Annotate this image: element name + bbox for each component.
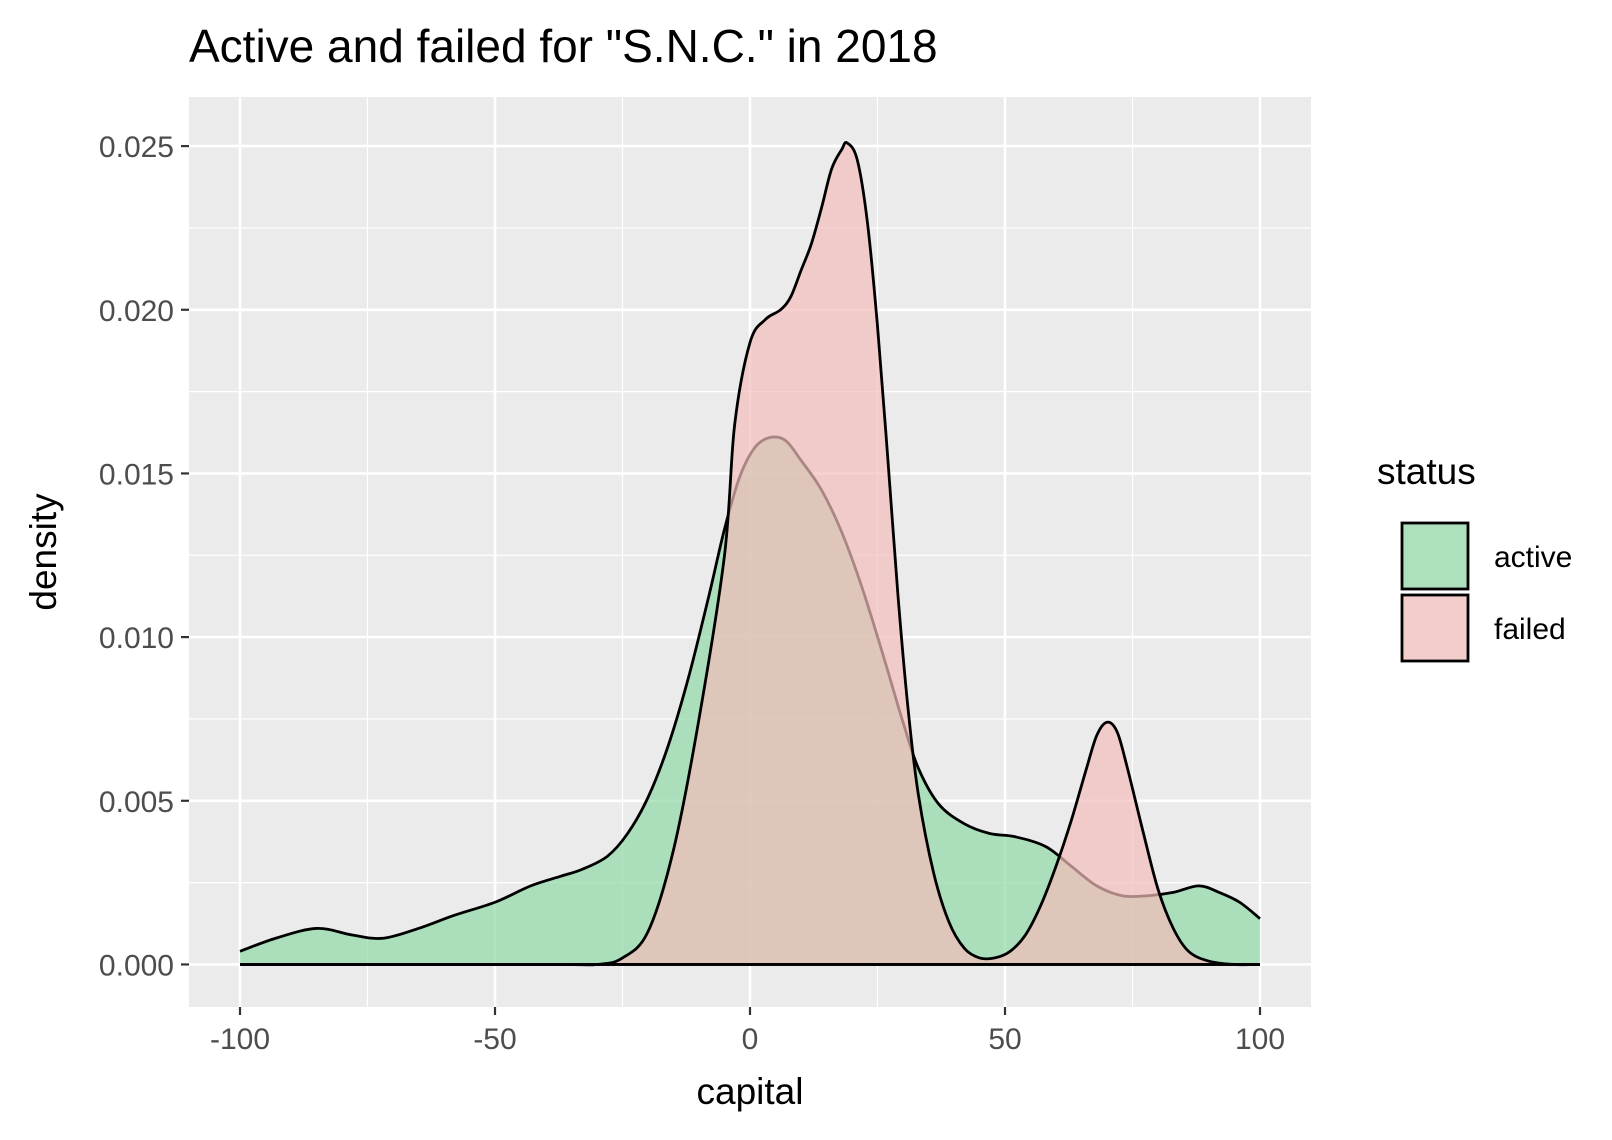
legend-label-active: active bbox=[1494, 541, 1572, 574]
y-tick-label: 0.005 bbox=[99, 786, 174, 819]
legend-swatch-active bbox=[1400, 521, 1470, 591]
y-tick-label: 0.020 bbox=[99, 295, 174, 328]
legend-swatch-failed bbox=[1400, 593, 1470, 663]
legend-title: status bbox=[1377, 451, 1476, 492]
y-axis-title: density bbox=[23, 493, 64, 611]
y-tick-label: 0.000 bbox=[99, 949, 174, 982]
x-tick-label: 100 bbox=[1235, 1023, 1285, 1056]
legend: status active failed bbox=[1377, 451, 1572, 663]
y-tick-label: 0.025 bbox=[99, 131, 174, 164]
density-series bbox=[239, 141, 1261, 967]
x-tick-label: -50 bbox=[473, 1023, 516, 1056]
series-area-failed bbox=[240, 142, 1260, 965]
series-line-failed bbox=[240, 141, 1261, 967]
chart-title: Active and failed for "S.N.C." in 2018 bbox=[189, 20, 938, 72]
legend-items: active failed bbox=[1400, 521, 1572, 663]
y-tick-label: 0.010 bbox=[99, 622, 174, 655]
legend-label-failed: failed bbox=[1494, 613, 1566, 646]
x-tick-label: -100 bbox=[210, 1023, 270, 1056]
y-tick-label: 0.015 bbox=[99, 458, 174, 491]
x-axis-title: capital bbox=[697, 1071, 804, 1112]
x-tick-label: 0 bbox=[742, 1023, 759, 1056]
x-tick-label: 50 bbox=[988, 1023, 1021, 1056]
axes: -100 -50 0 50 100 0.000 0.005 0.010 0.015 0.020 0.… bbox=[99, 131, 1285, 1056]
